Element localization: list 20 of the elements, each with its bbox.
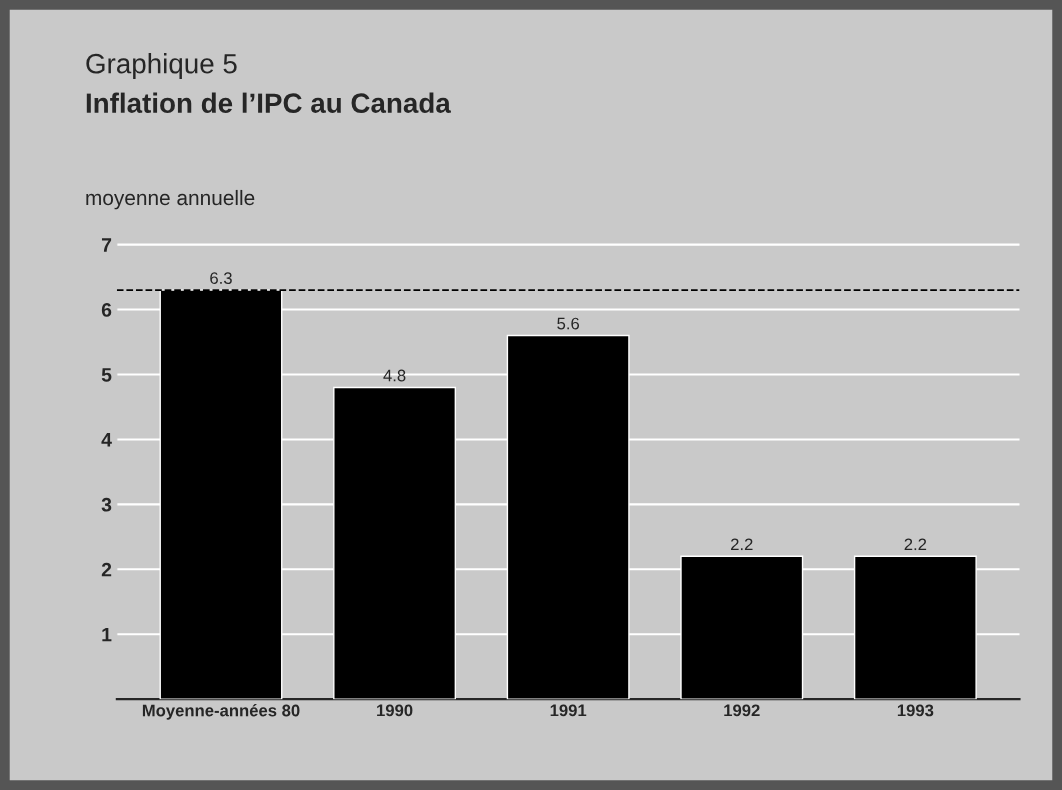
y-axis-title: moyenne annuelle — [86, 189, 255, 210]
x-tick-label: 1992 — [724, 704, 760, 717]
data-label: 5.6 — [557, 317, 580, 330]
y-tick-label: 2 — [101, 562, 112, 577]
x-tick-label: Moyenne-années 80 — [142, 704, 300, 720]
y-tick-label: 6 — [101, 303, 112, 317]
data-label: 2.2 — [731, 538, 753, 551]
chart-title: Graphique 5 — [86, 53, 237, 79]
x-tick-label: 1991 — [550, 704, 587, 717]
data-label: 6.3 — [210, 272, 232, 285]
chart-subtitle: Inflation de l’IPC au Canada — [86, 92, 451, 114]
y-tick-label: 4 — [101, 433, 112, 447]
x-tick-label: 1990 — [377, 704, 413, 717]
y-tick-label: 1 — [102, 627, 112, 642]
x-tick-label: 1993 — [897, 704, 934, 717]
y-tick-label: 5 — [101, 368, 112, 382]
y-tick-label: 7 — [101, 238, 112, 252]
data-label: 4.8 — [383, 369, 406, 382]
data-label: 2.2 — [904, 538, 927, 551]
y-tick-label: 3 — [101, 497, 112, 512]
